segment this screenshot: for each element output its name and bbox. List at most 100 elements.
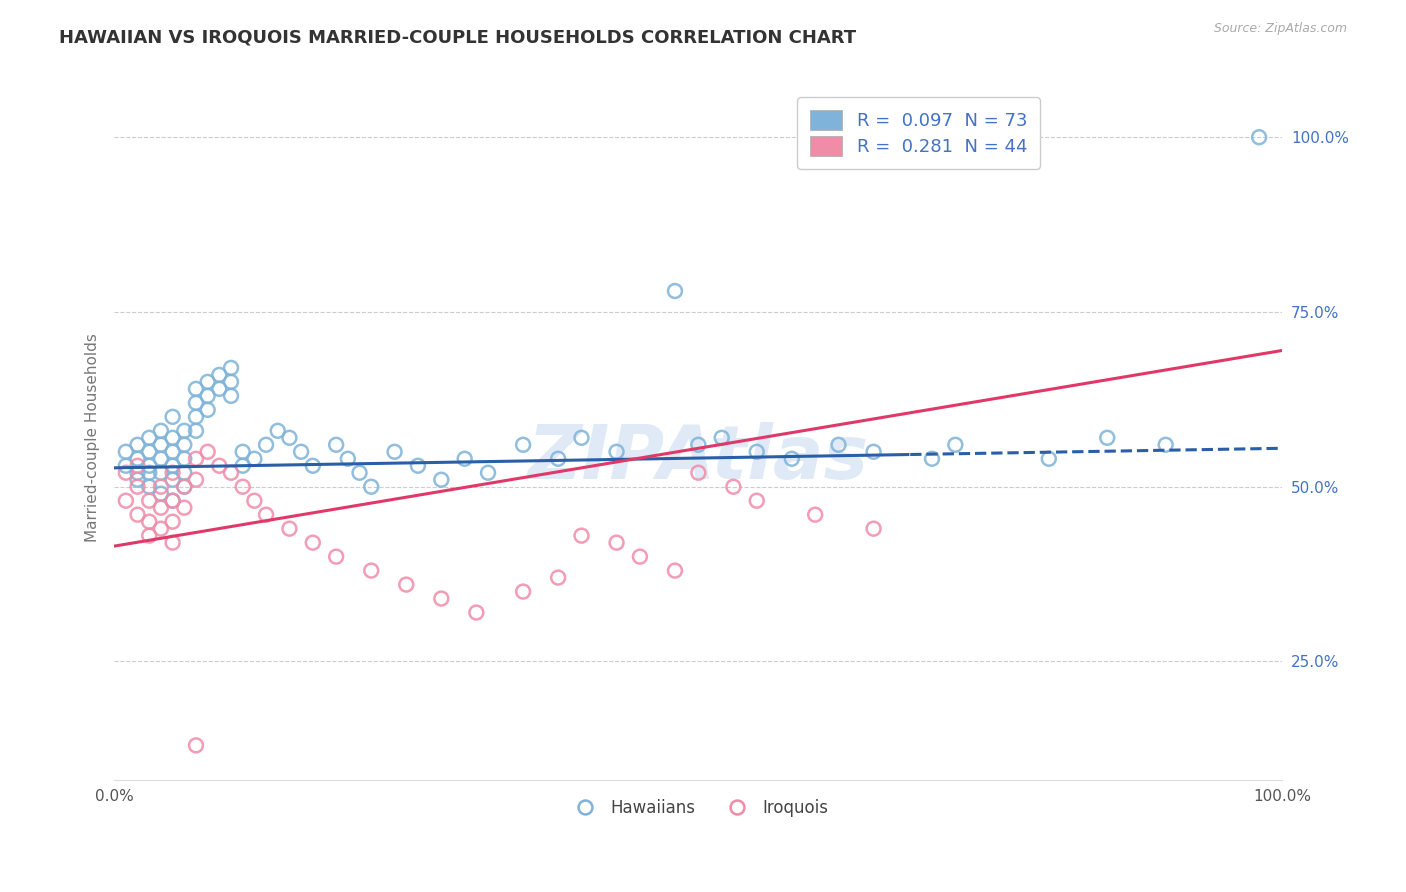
Point bbox=[115, 466, 138, 480]
Point bbox=[138, 458, 160, 473]
Point bbox=[162, 493, 184, 508]
Point bbox=[127, 466, 149, 480]
Point bbox=[138, 480, 160, 494]
Point bbox=[127, 480, 149, 494]
Point bbox=[430, 473, 453, 487]
Legend: Hawaiians, Iroquois: Hawaiians, Iroquois bbox=[562, 792, 835, 823]
Point bbox=[477, 466, 499, 480]
Point bbox=[1038, 451, 1060, 466]
Point bbox=[127, 458, 149, 473]
Point bbox=[1154, 438, 1177, 452]
Point bbox=[127, 438, 149, 452]
Point bbox=[406, 458, 429, 473]
Point bbox=[162, 444, 184, 458]
Point bbox=[430, 591, 453, 606]
Point bbox=[149, 486, 172, 500]
Point bbox=[278, 431, 301, 445]
Point bbox=[710, 431, 733, 445]
Point bbox=[149, 480, 172, 494]
Point bbox=[197, 444, 219, 458]
Point bbox=[127, 451, 149, 466]
Point bbox=[512, 438, 534, 452]
Point bbox=[184, 382, 207, 396]
Point bbox=[921, 451, 943, 466]
Point bbox=[208, 368, 231, 382]
Point bbox=[862, 522, 884, 536]
Point bbox=[243, 451, 266, 466]
Point bbox=[804, 508, 827, 522]
Point bbox=[115, 444, 138, 458]
Point bbox=[465, 606, 488, 620]
Point bbox=[173, 451, 195, 466]
Point bbox=[547, 451, 569, 466]
Point bbox=[349, 466, 371, 480]
Point bbox=[138, 529, 160, 543]
Point bbox=[173, 438, 195, 452]
Point bbox=[267, 424, 290, 438]
Point bbox=[664, 564, 686, 578]
Point bbox=[723, 480, 745, 494]
Point bbox=[138, 444, 160, 458]
Point bbox=[278, 522, 301, 536]
Point bbox=[162, 458, 184, 473]
Point bbox=[606, 444, 628, 458]
Point bbox=[184, 424, 207, 438]
Point bbox=[1249, 130, 1271, 145]
Point bbox=[453, 451, 475, 466]
Point bbox=[127, 473, 149, 487]
Point bbox=[219, 360, 242, 375]
Point bbox=[138, 431, 160, 445]
Point bbox=[149, 451, 172, 466]
Point bbox=[184, 473, 207, 487]
Point bbox=[862, 444, 884, 458]
Point bbox=[664, 284, 686, 298]
Text: HAWAIIAN VS IROQUOIS MARRIED-COUPLE HOUSEHOLDS CORRELATION CHART: HAWAIIAN VS IROQUOIS MARRIED-COUPLE HOUS… bbox=[59, 29, 856, 46]
Point bbox=[745, 444, 768, 458]
Point bbox=[149, 522, 172, 536]
Point bbox=[138, 466, 160, 480]
Point bbox=[173, 480, 195, 494]
Point bbox=[325, 438, 347, 452]
Point bbox=[173, 480, 195, 494]
Point bbox=[360, 564, 382, 578]
Text: ZIPAtlas: ZIPAtlas bbox=[527, 422, 869, 495]
Point bbox=[243, 493, 266, 508]
Point bbox=[254, 508, 277, 522]
Point bbox=[127, 508, 149, 522]
Point bbox=[688, 466, 710, 480]
Point bbox=[173, 466, 195, 480]
Point bbox=[232, 444, 254, 458]
Point bbox=[301, 458, 323, 473]
Point bbox=[232, 480, 254, 494]
Point bbox=[115, 458, 138, 473]
Point bbox=[149, 466, 172, 480]
Point bbox=[149, 500, 172, 515]
Point bbox=[184, 451, 207, 466]
Point bbox=[360, 480, 382, 494]
Point bbox=[780, 451, 803, 466]
Point bbox=[325, 549, 347, 564]
Point bbox=[219, 389, 242, 403]
Point bbox=[197, 402, 219, 417]
Point bbox=[173, 424, 195, 438]
Point bbox=[149, 424, 172, 438]
Point bbox=[384, 444, 406, 458]
Point bbox=[162, 515, 184, 529]
Point bbox=[138, 515, 160, 529]
Point bbox=[162, 473, 184, 487]
Point bbox=[688, 438, 710, 452]
Point bbox=[827, 438, 849, 452]
Point bbox=[173, 500, 195, 515]
Point bbox=[162, 493, 184, 508]
Point bbox=[208, 458, 231, 473]
Point bbox=[571, 529, 593, 543]
Point bbox=[512, 584, 534, 599]
Text: Source: ZipAtlas.com: Source: ZipAtlas.com bbox=[1213, 22, 1347, 36]
Point bbox=[208, 382, 231, 396]
Point bbox=[290, 444, 312, 458]
Point bbox=[138, 493, 160, 508]
Point bbox=[115, 493, 138, 508]
Point bbox=[301, 535, 323, 549]
Y-axis label: Married-couple Households: Married-couple Households bbox=[86, 334, 100, 542]
Point bbox=[336, 451, 359, 466]
